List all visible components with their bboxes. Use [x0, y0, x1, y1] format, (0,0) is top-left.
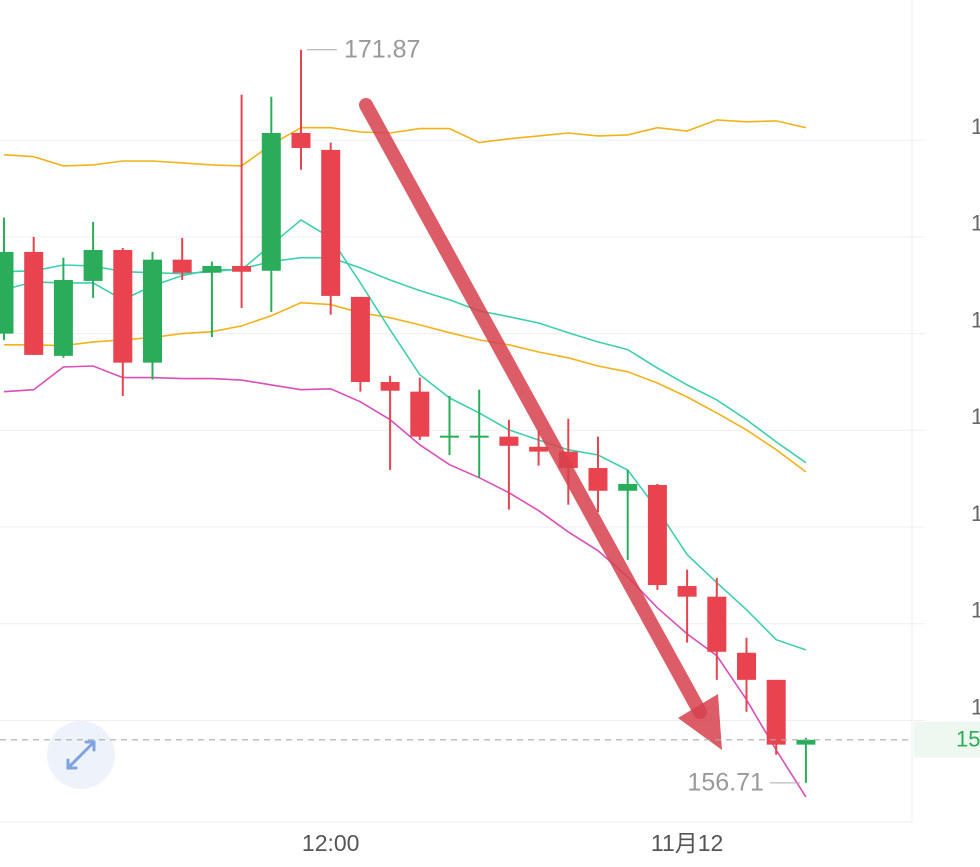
- candle-body: [677, 586, 697, 597]
- candle-body: [380, 381, 400, 391]
- candle-body: [618, 484, 638, 491]
- candle-body: [24, 251, 44, 355]
- candle-body: [647, 484, 667, 586]
- candle-body: [588, 468, 608, 491]
- candle-body: [143, 259, 162, 363]
- low-label: 156.71: [687, 768, 763, 796]
- indicator-lines: [3, 119, 807, 798]
- last-price-label: 157.6: [956, 727, 980, 752]
- indicator-line: [3, 256, 807, 464]
- overlay: 171.87 156.71 157.6: [0, 35, 980, 796]
- indicator-line: [3, 219, 807, 651]
- indicator-line: [4, 301, 807, 473]
- candle-body: [261, 132, 281, 271]
- candle-body: [469, 435, 489, 438]
- candle-body: [350, 296, 370, 382]
- expand-button[interactable]: [47, 721, 115, 789]
- candle-body: [499, 436, 519, 446]
- trend-arrow: [359, 98, 722, 750]
- candle-body: [172, 259, 192, 273]
- y-tick-label: 168: [971, 211, 980, 236]
- arrow-shaft: [359, 98, 707, 719]
- grid: 158 160 162 164 166 168 170 12:00 11月12: [0, 114, 980, 856]
- y-tick-label: 166: [971, 307, 980, 332]
- candle-body: [440, 435, 459, 438]
- indicator-line: [3, 119, 807, 167]
- candle-body: [291, 132, 311, 148]
- candle-body: [529, 446, 549, 452]
- y-tick-label: 162: [971, 501, 980, 526]
- y-tick-label: 160: [971, 598, 980, 623]
- candle-body: [707, 596, 727, 652]
- candle-body: [0, 251, 14, 334]
- y-tick-label: 158: [971, 694, 980, 719]
- arrow-head: [678, 694, 722, 750]
- expand-icon[interactable]: [66, 740, 96, 770]
- candle-body: [202, 265, 222, 273]
- candle-body: [796, 739, 816, 745]
- candle-body: [113, 249, 133, 363]
- y-tick-label: 164: [971, 404, 980, 429]
- high-label: 171.87: [344, 35, 420, 63]
- candle-body: [737, 652, 756, 680]
- candles: [0, 49, 816, 783]
- candle-body: [410, 391, 430, 437]
- candle-body: [321, 149, 341, 296]
- candle-body: [232, 265, 252, 272]
- candle-body: [53, 279, 73, 356]
- y-tick-label: 170: [971, 114, 980, 139]
- x-tick-label: 12:00: [302, 830, 360, 856]
- last-price-tag: [914, 721, 980, 758]
- x-tick-label: 11月12: [651, 830, 723, 856]
- candle-body: [83, 249, 103, 281]
- indicator-line: [3, 365, 807, 798]
- candle-body: [766, 679, 786, 745]
